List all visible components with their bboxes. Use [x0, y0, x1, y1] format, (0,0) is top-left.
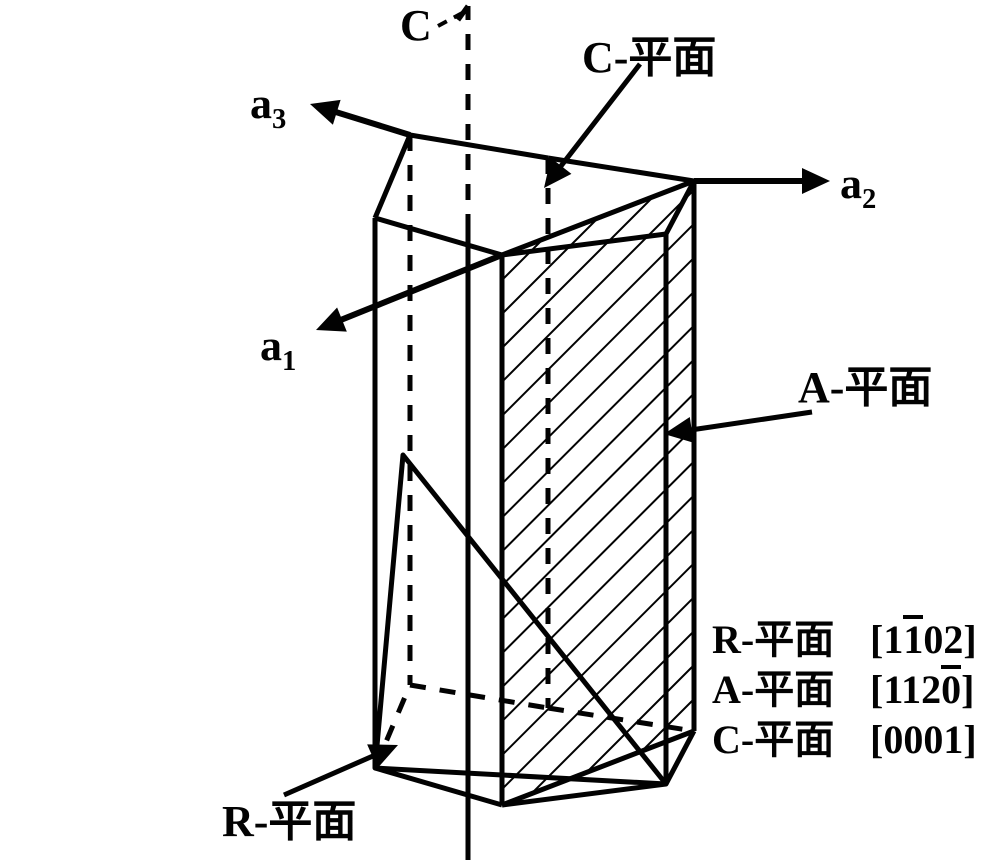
legend-name-0: R-平面 [712, 620, 834, 660]
label-a-plane: A-平面 [798, 366, 932, 410]
label-r-plane: R-平面 [222, 800, 356, 844]
label-a2: a2 [840, 162, 876, 214]
label-a1: a1 [260, 324, 296, 376]
legend-name-1: A-平面 [712, 670, 834, 710]
legend-miller-0: [1102] [870, 620, 977, 660]
legend-miller-2: [0001] [870, 720, 977, 760]
label-c-plane: C-平面 [582, 36, 716, 80]
label-c-axis: C [400, 4, 432, 48]
legend-miller-1: [1120] [870, 670, 974, 710]
legend-name-2: C-平面 [712, 720, 834, 760]
label-a3: a3 [250, 82, 286, 134]
